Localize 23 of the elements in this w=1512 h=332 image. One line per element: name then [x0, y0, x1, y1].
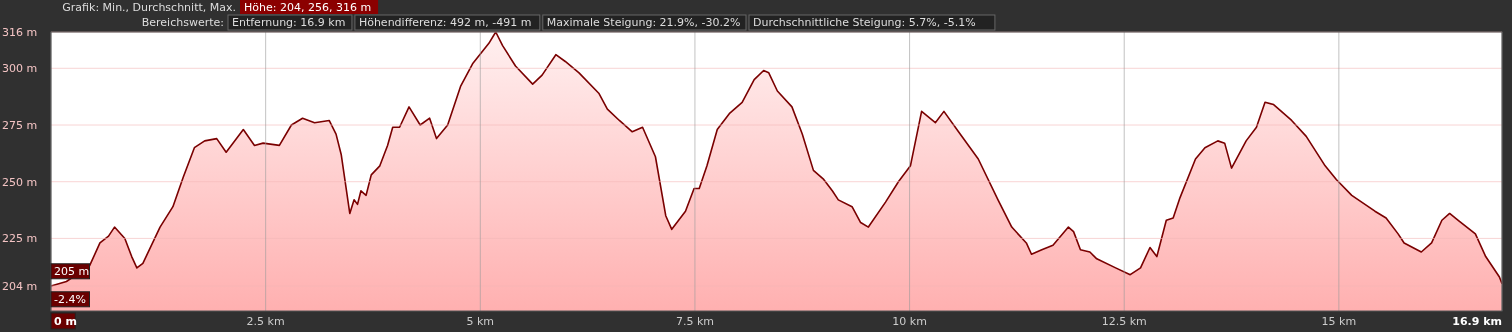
x-tick-label: 16.9 km	[1452, 315, 1502, 328]
text: Höhe: 204, 256, 316 m	[244, 1, 372, 14]
text: Durchschnittliche Steigung: 5.7%, -5.1%	[753, 16, 976, 29]
y-tick-label: 204 m	[2, 279, 38, 293]
text: Maximale Steigung: 21.9%, -30.2%	[546, 16, 741, 29]
x-tick-label: 2.5 km	[246, 315, 285, 328]
annotation: 205 m	[54, 265, 90, 279]
text: Höhendifferenz: 492 m, -491 m	[358, 16, 532, 29]
x-tick-label: 5 km	[466, 315, 495, 328]
y-tick-label: 300 m	[2, 62, 38, 76]
annotation: -2.4%	[54, 293, 86, 307]
y-tick-label: 250 m	[2, 175, 38, 189]
y-tick-label: 225 m	[2, 232, 38, 246]
x-tick-label: 10 km	[892, 315, 927, 328]
x-tick-label: 15 km	[1321, 315, 1357, 328]
x-tick-label: 7.5 km	[675, 315, 714, 328]
chart-subtitle: Bereichswerte:	[141, 16, 224, 29]
x-tick-label: 12.5 km	[1101, 315, 1147, 328]
text: Entfernung: 16.9 km	[232, 16, 346, 29]
chart-title: Grafik: Min., Durchschnitt, Max.	[62, 1, 236, 14]
y-tick-label: 316 m	[2, 25, 38, 39]
y-tick-label: 275 m	[2, 118, 38, 132]
x-tick-label: 0 m	[54, 315, 77, 328]
